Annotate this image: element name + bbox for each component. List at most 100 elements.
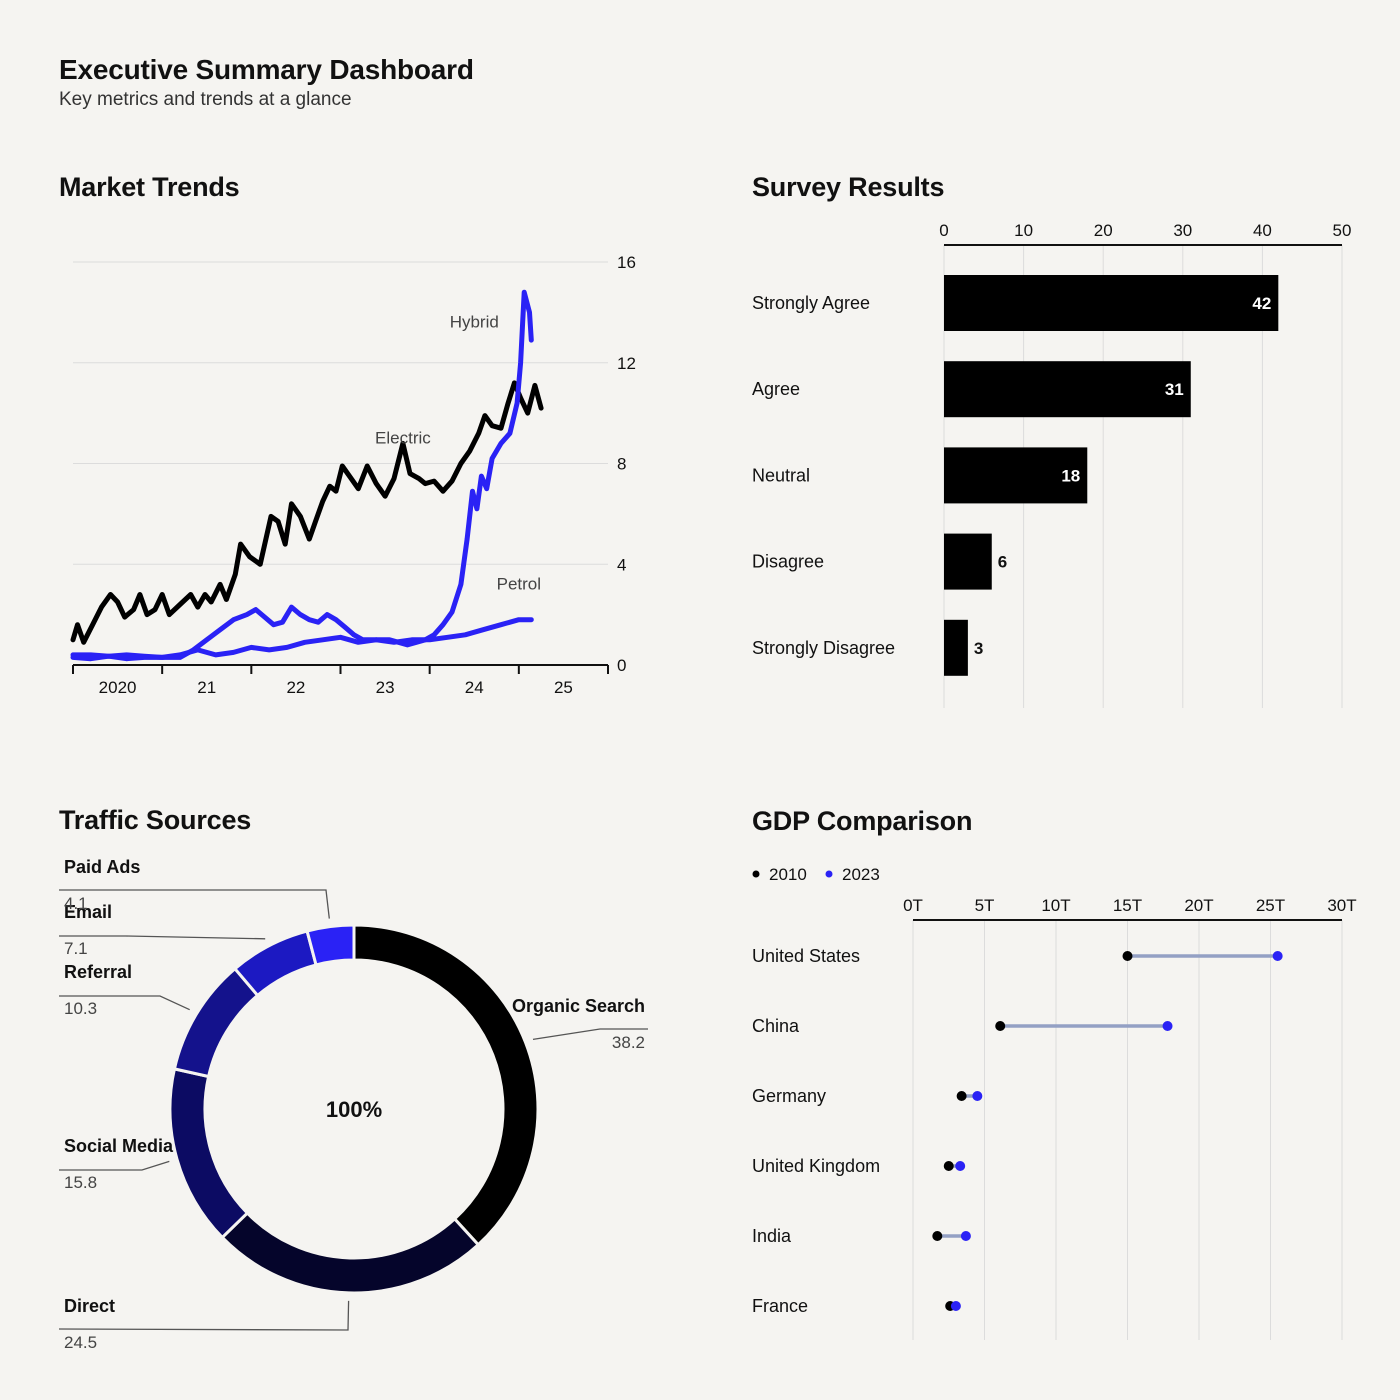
- gdp-x-tick-label: 0T: [903, 896, 923, 915]
- donut-slice-value: 10.3: [64, 999, 97, 1018]
- survey-bar-value-label: 42: [1252, 294, 1271, 313]
- market-series-label-electric: Electric: [375, 428, 431, 447]
- donut-slice-label: Social Media: [64, 1136, 174, 1156]
- market-trends-title: Market Trends: [59, 172, 240, 202]
- market-trends-chart: 0 4 8 12 16 Electric Hybrid Petrol 2020 21 22 23 24 2…: [70, 253, 636, 697]
- gdp-x-tick-label: 10T: [1041, 896, 1070, 915]
- survey-x-tick-label: 10: [1014, 221, 1033, 240]
- gdp-category-label: China: [752, 1016, 800, 1036]
- donut-leader-line: [59, 889, 330, 919]
- traffic-sources-title: Traffic Sources: [59, 805, 252, 835]
- market-y-tick-label: 16: [617, 253, 636, 272]
- page-title: Executive Summary Dashboard: [59, 54, 474, 85]
- gdp-category-label: India: [752, 1226, 792, 1246]
- survey-bar: [944, 533, 992, 590]
- gdp-point-2023: [955, 1161, 966, 1171]
- gdp-legend-label: 2023: [842, 865, 880, 884]
- gdp-category-label: France: [752, 1296, 808, 1316]
- survey-bar-value-label: 3: [974, 639, 983, 658]
- survey-category-label: Neutral: [752, 465, 810, 485]
- gdp-point-2023: [1162, 1021, 1173, 1031]
- survey-bar: [944, 275, 1279, 331]
- market-series-label-petrol: Petrol: [497, 574, 541, 593]
- survey-results-chart: 0 10 20 30 40 50 Strongly Agree 42 Agree 31 Neutra…: [752, 221, 1352, 708]
- gdp-legend-marker: [825, 870, 833, 878]
- donut-slice-label: Email: [64, 902, 112, 922]
- donut-slice-value: 7.1: [64, 939, 88, 958]
- gdp-comparison-chart: 2010 2023 0T 5T 10T 15T 20T 25T 30T United States…: [752, 865, 1357, 1340]
- donut-slice-referral: [172, 967, 260, 1078]
- survey-bar: [944, 361, 1191, 418]
- market-x-tick-label: 21: [197, 678, 216, 697]
- market-x-tick-label: 23: [376, 678, 395, 697]
- gdp-category-label: United States: [752, 946, 860, 966]
- donut-leader-line: [58, 1300, 350, 1331]
- donut-leader-line: [532, 1028, 648, 1041]
- survey-category-label: Disagree: [752, 552, 824, 572]
- donut-slice-organic-search: [352, 923, 540, 1247]
- market-series-line-petrol: [70, 617, 534, 660]
- survey-bar: [944, 619, 968, 676]
- gdp-point-2010: [943, 1161, 954, 1171]
- gdp-x-tick-label: 15T: [1113, 896, 1142, 915]
- survey-category-label: Agree: [752, 379, 800, 399]
- gdp-x-tick-label: 30T: [1327, 896, 1356, 915]
- survey-x-tick-label: 0: [939, 221, 948, 240]
- survey-x-tick-label: 50: [1333, 221, 1352, 240]
- dashboard-header: Executive Summary Dashboard Key metrics …: [59, 52, 474, 112]
- donut-slice-label: Paid Ads: [64, 857, 140, 877]
- market-y-tick-label: 0: [617, 656, 626, 675]
- market-y-tick-label: 4: [617, 555, 626, 574]
- donut-slice-value: 24.5: [64, 1333, 97, 1352]
- survey-category-label: Strongly Agree: [752, 293, 870, 313]
- survey-bar-value-label: 6: [998, 553, 1007, 572]
- market-x-tick-label: 2020: [99, 678, 137, 697]
- market-series-line-electric: [70, 380, 544, 645]
- donut-slice-social-media: [168, 1067, 249, 1239]
- donut-center-label: 100%: [326, 1097, 382, 1122]
- survey-x-tick-label: 30: [1173, 221, 1192, 240]
- survey-bar-value-label: 31: [1165, 380, 1184, 399]
- donut-leader-line: [59, 1160, 170, 1171]
- donut-slice-label: Direct: [64, 1296, 115, 1316]
- gdp-x-tick-label: 5T: [975, 896, 995, 915]
- traffic-sources-chart: 100% Organic Search 38.2 Direct 24.5 Social M…: [58, 857, 648, 1352]
- market-y-tick-label: 8: [617, 455, 626, 474]
- market-x-tick-label: 25: [554, 678, 573, 697]
- gdp-legend-marker: [752, 870, 760, 878]
- gdp-category-label: Germany: [752, 1086, 826, 1106]
- market-series-label-hybrid: Hybrid: [450, 312, 499, 331]
- gdp-point-2023: [950, 1301, 961, 1311]
- gdp-point-2010: [995, 1021, 1006, 1031]
- survey-x-tick-label: 20: [1094, 221, 1113, 240]
- donut-slice-label: Referral: [64, 962, 132, 982]
- gdp-comparison-title: GDP Comparison: [752, 806, 973, 836]
- market-x-tick-label: 24: [465, 678, 484, 697]
- survey-results-title: Survey Results: [752, 172, 945, 202]
- donut-slice-label: Organic Search: [512, 996, 645, 1016]
- gdp-x-tick-label: 20T: [1184, 896, 1213, 915]
- donut-slice-paid-ads: [305, 923, 356, 967]
- market-y-tick-label: 12: [617, 354, 636, 373]
- donut-slice-value: 4.1: [64, 894, 88, 913]
- survey-bar: [944, 447, 1088, 504]
- gdp-legend-label: 2010: [769, 865, 807, 884]
- survey-x-tick-label: 40: [1253, 221, 1272, 240]
- gdp-point-2023: [960, 1231, 971, 1241]
- gdp-point-2010: [932, 1231, 943, 1241]
- gdp-category-label: United Kingdom: [752, 1156, 880, 1176]
- gdp-point-2010: [1122, 951, 1133, 961]
- survey-bar-value-label: 18: [1061, 466, 1080, 485]
- market-x-tick-label: 22: [286, 678, 305, 697]
- gdp-point-2010: [956, 1091, 967, 1101]
- gdp-point-2023: [972, 1091, 983, 1101]
- page-subtitle: Key metrics and trends at a glance: [59, 89, 352, 110]
- survey-category-label: Strongly Disagree: [752, 638, 895, 658]
- donut-leader-line: [59, 935, 266, 940]
- donut-leader-line: [59, 995, 190, 1011]
- gdp-point-2023: [1272, 951, 1283, 961]
- donut-slice-direct: [220, 1211, 480, 1295]
- donut-slice-value: 15.8: [64, 1173, 97, 1192]
- donut-slice-value: 38.2: [612, 1033, 645, 1052]
- gdp-x-tick-label: 25T: [1256, 896, 1285, 915]
